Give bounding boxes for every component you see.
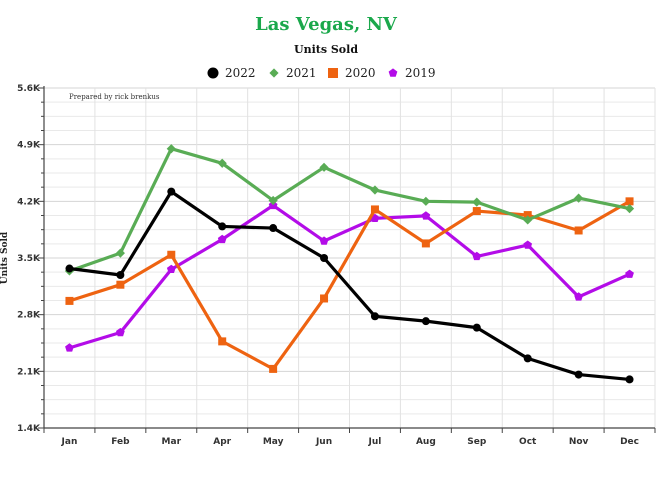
axes: 1.4K 2.1K 2.8K 3.5K 4.2K 4.9K 5.6K Jan Feb Mar Apr… — [17, 84, 656, 447]
data-point-2020 — [167, 250, 176, 259]
data-point-2020 — [320, 294, 329, 303]
data-point-2019 — [472, 251, 482, 261]
legend-marker-2019 — [388, 68, 398, 77]
legend-marker-2022 — [207, 67, 219, 79]
data-point-2022 — [116, 271, 125, 279]
data-point-2022 — [218, 222, 227, 231]
grid — [43, 87, 656, 429]
data-point-2020 — [218, 337, 227, 346]
data-point-2020 — [472, 207, 481, 216]
legend-label-2021: 2021 — [286, 66, 317, 80]
data-point-2021 — [421, 196, 431, 206]
data-point-2020 — [65, 296, 74, 305]
data-point-2021 — [523, 215, 533, 225]
data-point-2022 — [65, 264, 74, 273]
series-layer — [64, 144, 635, 384]
series-line-2021 — [67, 147, 632, 273]
data-point-2020 — [370, 205, 379, 214]
y-tick-label: 4.9K — [17, 141, 41, 151]
data-point-2021 — [319, 162, 329, 172]
data-point-2021 — [217, 158, 227, 168]
data-point-2019 — [166, 264, 176, 274]
legend-label-2020: 2020 — [345, 66, 376, 80]
data-point-2022 — [472, 323, 481, 332]
data-point-2022 — [574, 370, 583, 379]
series-2022 — [65, 187, 634, 384]
legend: 2022 2021 2020 2019 — [207, 66, 436, 80]
data-point-2022 — [320, 254, 329, 262]
data-point-2021 — [268, 195, 278, 206]
y-tick-label: 5.6K — [17, 84, 41, 94]
legend-item-2020[interactable]: 2020 — [328, 66, 376, 80]
series-2021 — [64, 144, 635, 276]
data-point-2022 — [370, 312, 379, 321]
x-tick-label: Oct — [519, 437, 537, 447]
x-tick-label: Jun — [315, 437, 332, 447]
series-line-2019 — [67, 203, 632, 350]
x-tick-label: Feb — [111, 437, 130, 447]
data-point-2021 — [624, 204, 635, 214]
data-point-2022 — [421, 317, 430, 326]
x-tick-label: Jul — [368, 437, 382, 447]
legend-item-2019[interactable]: 2019 — [388, 66, 436, 80]
x-tick-label: Dec — [620, 437, 639, 447]
legend-item-2022[interactable]: 2022 — [207, 66, 256, 80]
chart-title: Las Vegas, NV — [255, 14, 398, 35]
data-point-2019 — [523, 240, 533, 249]
y-tick-label: 1.4K — [17, 424, 41, 434]
data-point-2022 — [523, 354, 532, 363]
data-point-2022 — [625, 375, 634, 384]
data-point-2020 — [421, 239, 430, 248]
legend-item-2021[interactable]: 2021 — [269, 66, 317, 80]
legend-marker-2020 — [328, 68, 338, 78]
series-line-2022 — [67, 190, 632, 382]
y-tick-label: 2.8K — [17, 311, 41, 321]
data-point-2019 — [116, 327, 125, 337]
data-point-2019 — [65, 343, 74, 352]
legend-marker-2021 — [269, 68, 279, 78]
data-point-2020 — [116, 280, 125, 289]
legend-label-2019: 2019 — [405, 66, 436, 80]
data-point-2020 — [269, 364, 278, 373]
x-tick-label: Apr — [213, 437, 231, 447]
data-point-2022 — [167, 187, 176, 196]
data-point-2021 — [574, 193, 584, 203]
data-point-2020 — [574, 226, 583, 235]
y-axis-label: Units Sold — [0, 231, 10, 284]
data-point-2019 — [217, 234, 227, 244]
y-tick-label: 3.5K — [17, 254, 41, 264]
series-2019 — [65, 200, 634, 352]
y-tick-label: 4.2K — [17, 197, 41, 207]
data-point-2019 — [319, 236, 329, 245]
data-point-2019 — [574, 292, 583, 301]
x-tick-label: May — [263, 437, 284, 447]
data-point-2021 — [166, 144, 176, 154]
data-point-2020 — [625, 197, 634, 206]
data-point-2019 — [421, 211, 431, 220]
data-point-2021 — [115, 248, 125, 258]
x-tick-label: Aug — [416, 437, 436, 447]
legend-label-2022: 2022 — [225, 66, 256, 80]
y-tick-label: 2.1K — [17, 367, 41, 377]
data-point-2021 — [472, 197, 482, 207]
x-tick-label: Jan — [61, 437, 78, 447]
prepared-by-note: Prepared by rick brenkus — [69, 93, 160, 101]
data-point-2022 — [269, 224, 278, 233]
chart-subtitle: Units Sold — [294, 43, 358, 56]
x-tick-label: Mar — [162, 437, 182, 447]
x-tick-label: Nov — [569, 437, 589, 447]
x-tick-label: Sep — [467, 437, 487, 447]
data-point-2020 — [523, 211, 532, 220]
data-point-2019 — [625, 269, 634, 278]
data-point-2021 — [370, 185, 380, 195]
